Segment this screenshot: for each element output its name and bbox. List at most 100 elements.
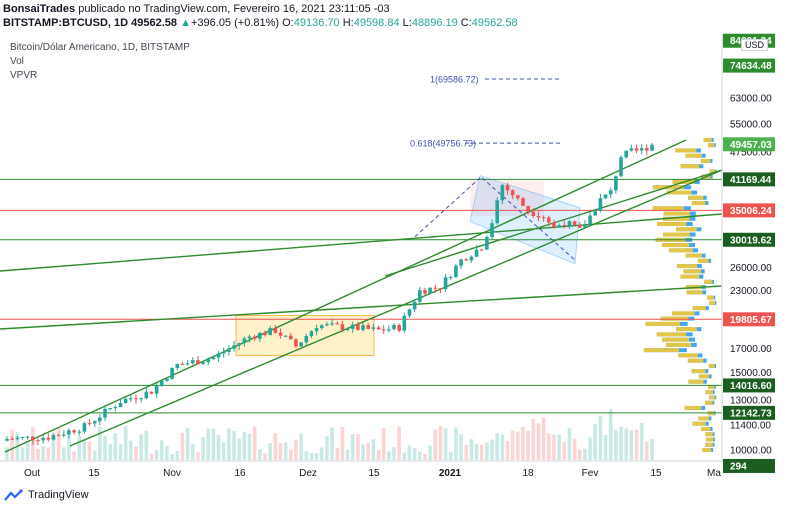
volume-bar — [562, 442, 567, 460]
vpvr-bar-down — [685, 253, 703, 258]
candle-body — [356, 324, 360, 330]
vpvr-bar-down — [709, 300, 716, 305]
candle-body — [5, 438, 9, 441]
volume-bar — [129, 440, 133, 460]
candle-body — [201, 362, 205, 365]
candle-body — [175, 364, 180, 368]
volume-bar — [438, 426, 443, 460]
candle-body — [77, 431, 82, 433]
candle-body — [314, 328, 319, 332]
volume-bar — [608, 409, 613, 460]
candle-body — [485, 237, 489, 250]
candle-body — [82, 423, 87, 432]
y-tick-label: 17000.00 — [730, 344, 772, 355]
volume-bar — [619, 426, 623, 460]
tradingview-logo[interactable]: TradingView — [4, 489, 89, 501]
vpvr-bar-down — [708, 363, 715, 368]
trend-line — [0, 213, 723, 272]
candle-body — [154, 385, 159, 394]
volume-bar — [485, 442, 489, 460]
volume-bar — [350, 434, 355, 460]
vpvr-bar-down — [709, 395, 715, 400]
volume-bar — [330, 427, 334, 460]
volume-bar — [552, 434, 556, 460]
x-tick-label: 16 — [234, 468, 246, 479]
symbol-label: BITSTAMP:BTCUSD, 1D — [3, 17, 129, 29]
candle-body — [258, 332, 262, 339]
volume-bar — [376, 450, 381, 460]
candle-body — [20, 436, 25, 438]
vpvr-bar-down — [708, 143, 715, 148]
volume-bar — [61, 447, 66, 460]
vpvr-bar-down — [705, 432, 713, 437]
volume-bar — [479, 444, 484, 460]
candle-body — [634, 148, 639, 151]
volume-bar — [603, 434, 608, 460]
vpvr-bar-down — [666, 190, 692, 195]
vpvr-bar-down — [705, 442, 713, 447]
candle-body — [123, 398, 128, 404]
volume-bar — [314, 453, 319, 460]
volume-bar — [459, 434, 463, 460]
candle-body — [505, 185, 510, 191]
vpvr-bar-down — [645, 321, 680, 326]
volume-bar — [443, 428, 448, 460]
volume-bar — [46, 447, 51, 460]
candle-body — [273, 328, 278, 333]
vpvr-bar-down — [691, 369, 706, 374]
volume-bar — [547, 433, 551, 460]
y-tick-label: 55000.00 — [730, 119, 772, 130]
last-price: 49562.58 — [131, 17, 178, 29]
candle-body — [454, 265, 458, 278]
vpvr-bar-down — [706, 437, 714, 442]
candle-body — [36, 440, 40, 442]
volume-bar — [371, 439, 376, 460]
volume-bar — [521, 426, 525, 460]
volume-bar — [51, 432, 56, 460]
volume-bar — [123, 426, 128, 460]
vpvr-bar-down — [687, 358, 704, 363]
volume-bar — [319, 447, 324, 460]
publish-line: BonsaiTrades publicado no TradingView.co… — [3, 3, 390, 15]
volume-bar — [381, 428, 386, 460]
close-value: 49562.58 — [471, 17, 518, 29]
candle-body — [335, 323, 340, 325]
candle-body — [469, 256, 474, 261]
volume-bar — [536, 423, 541, 460]
volume-bar — [56, 428, 61, 460]
candle-body — [242, 338, 247, 344]
volume-bar — [572, 438, 577, 460]
candle-body — [572, 221, 577, 226]
volume-bar — [531, 419, 536, 460]
volume-bar — [645, 441, 649, 460]
chart-title: Bitcoin/Dólar Americano, 1D, BITSTAMP — [10, 42, 190, 53]
volume-bar — [160, 440, 164, 460]
currency-badge[interactable]: USD — [741, 39, 769, 51]
volume-bar — [149, 453, 154, 460]
fib-level-label: 0.618(49756.73) — [410, 139, 476, 149]
volume-bar — [340, 426, 345, 460]
candle-body — [61, 434, 66, 436]
vpvr-bar-down — [683, 269, 701, 274]
candle-body — [216, 353, 221, 358]
volume-bar — [614, 429, 618, 460]
volume-bar — [345, 449, 350, 460]
candle-body — [252, 336, 257, 339]
volume-bar — [624, 428, 628, 460]
vpvr-bar-down — [661, 243, 689, 248]
candle-body — [325, 324, 329, 326]
vpvr-bar-down — [692, 306, 706, 311]
high-value: 49598.84 — [353, 17, 400, 29]
candle-body — [443, 277, 448, 290]
y-tick-label: 11400.00 — [730, 420, 771, 431]
x-tick-label: Dez — [299, 468, 317, 479]
candle-body — [72, 430, 76, 433]
vpvr-bar-down — [684, 405, 702, 410]
price-tag-label: 30019.62 — [730, 235, 772, 246]
vpvr-indicator-label[interactable]: VPVR — [10, 70, 38, 81]
candle-body — [278, 332, 283, 336]
volume-indicator-label[interactable]: Vol — [10, 56, 24, 67]
volume-bar — [211, 428, 216, 460]
volume-bar — [448, 452, 453, 460]
